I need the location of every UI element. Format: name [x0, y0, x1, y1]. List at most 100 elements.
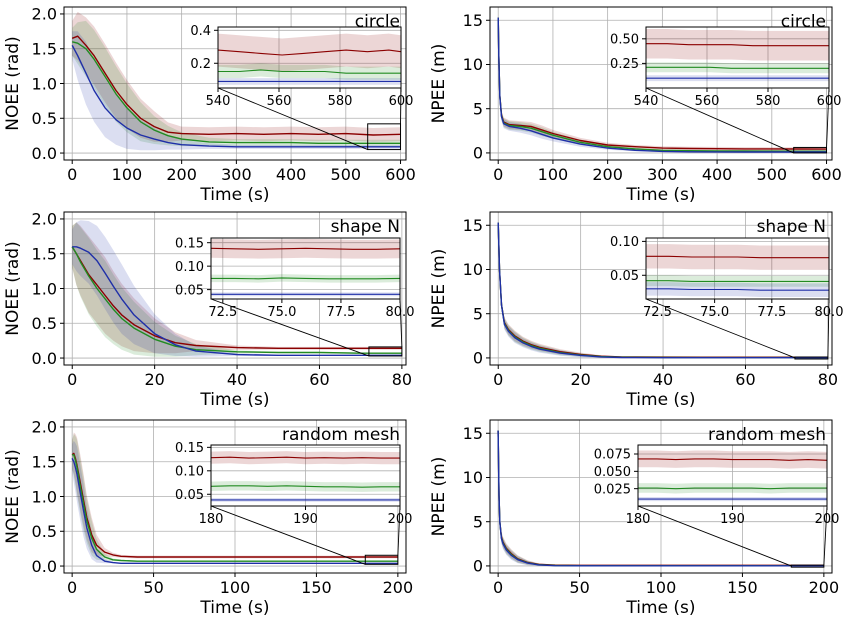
- panel-4-xtick-label: 150: [301, 578, 332, 597]
- panel-1-xtick-label: 0: [493, 165, 503, 184]
- zoom-region: [368, 346, 403, 357]
- panel-2-ytick-label: 1.5: [32, 244, 57, 263]
- y-axis-label: NPEE (m): [429, 44, 449, 124]
- inset-2-ytick-label: 0.05: [175, 283, 204, 298]
- y-axis-label: NPEE (m): [429, 457, 449, 537]
- inset-2-frame: [210, 237, 401, 300]
- panel-1-xtick-label: 400: [702, 165, 733, 184]
- inset-connector: [827, 298, 830, 358]
- panel-2-xtick-label: 20: [144, 370, 164, 389]
- panel-3-xtick-label: 0: [493, 370, 503, 389]
- inset-1-frame: [645, 26, 830, 89]
- inset-4-ytick-label: 0.10: [175, 464, 204, 479]
- inset-connector: [210, 505, 366, 565]
- panel-2-ytick-label: 0.5: [32, 314, 57, 333]
- panel-2-band-0: [72, 222, 402, 354]
- panel-label: random mesh: [282, 425, 400, 445]
- panel-4-ytick-label: 1.0: [32, 487, 57, 506]
- panel-3-xtick-label: 60: [735, 370, 755, 389]
- zoom-region: [364, 554, 399, 565]
- inset-0-xtick-label: 560: [267, 94, 292, 109]
- panel-3-ytick-label: 10: [463, 260, 483, 279]
- panel-5-ytick-label: 0: [473, 557, 483, 576]
- inset-connector: [397, 505, 401, 556]
- inset-0-line-0: [218, 49, 401, 56]
- panel-2-xtick-label: 80: [392, 370, 412, 389]
- panel-4-ytick-label: 1.5: [32, 452, 57, 471]
- panel-0-xtick-label: 100: [112, 165, 143, 184]
- inset-0-frame: [217, 26, 402, 89]
- panel-3-line-2: [497, 222, 828, 359]
- inset-1-ytick-label: 0.50: [610, 32, 639, 47]
- inset-4-line-0: [211, 456, 400, 459]
- y-axis-label: NOEE (rad): [3, 449, 23, 543]
- panel-0-ytick-label: 2.0: [32, 5, 57, 24]
- inset-2-ytick-label: 0.10: [175, 260, 204, 275]
- panel-4-ytick-label: 0.5: [32, 522, 57, 541]
- inset-connector: [210, 298, 370, 357]
- inset-2-grid: [211, 238, 401, 299]
- inset-4-xtick-label: 190: [293, 512, 318, 527]
- panel-5-ytick-label: 15: [463, 424, 483, 443]
- inset-5-ytick-label: 0.025: [594, 482, 631, 497]
- panel-3-ytick-label: 5: [473, 304, 483, 323]
- inset-connector: [645, 298, 796, 359]
- inset-4-ytick-label: 0.15: [175, 441, 204, 456]
- inset-1-line-0: [646, 43, 829, 47]
- inset-5-xtick-label: 180: [626, 512, 651, 527]
- panel-1: 0 100 200 300 400 500 600 0 5 10 15 Time (s) NPEE (m…: [429, 6, 842, 205]
- inset-2-xtick-label: 72.5: [208, 305, 237, 320]
- panel-5: 0 50 100 150 200 0 5 10 15 Time (s) NPEE (m) 180 190…: [429, 419, 839, 618]
- panel-5-xtick-label: 50: [569, 578, 589, 597]
- panel-0-xtick-label: 500: [331, 165, 362, 184]
- panel-5-xtick-label: 100: [646, 578, 677, 597]
- panel-1-xtick-label: 300: [647, 165, 678, 184]
- panel-label: circle: [781, 12, 826, 32]
- panel-4-line-2: [71, 457, 398, 564]
- inset-2-xtick-label: 77.5: [326, 305, 355, 320]
- inset-connector: [645, 87, 794, 154]
- panel-1-ytick-label: 15: [463, 11, 483, 30]
- inset-0-ytick-label: 0.4: [190, 24, 211, 39]
- panel-label: circle: [355, 12, 400, 32]
- zoom-region: [790, 564, 825, 568]
- inset-3-xtick-label: 75.0: [700, 305, 729, 320]
- inset-5-line-0: [638, 458, 827, 461]
- y-axis-label: NPEE (m): [429, 249, 449, 329]
- inset-3-xtick-label: 77.5: [757, 305, 786, 320]
- panel-3-xtick-label: 20: [570, 370, 590, 389]
- panel-0-line-0: [71, 35, 401, 136]
- panel-0-xtick-label: 400: [276, 165, 307, 184]
- y-axis-label: NOEE (rad): [3, 36, 23, 130]
- panel-3-band-0: [498, 222, 828, 358]
- x-axis-label: Time (s): [625, 598, 695, 618]
- panel-0-xtick-label: 600: [385, 165, 416, 184]
- inset-5-xtick-label: 190: [720, 512, 745, 527]
- panel-2: 0 20 40 60 80 0.0 0.5 1.0 1.5 2.0 Time (s) NOEE (ra…: [3, 210, 414, 410]
- panel-2-ytick-label: 2.0: [32, 210, 57, 229]
- panel-3: 0 20 40 60 80 0 5 10 15 Time (s) NPEE (m) 72.5 75.0 7…: [429, 211, 843, 410]
- panel-4-xtick-label: 50: [143, 578, 163, 597]
- panel-4-xtick-label: 100: [220, 578, 251, 597]
- panel-0: 0 100 200 300 400 500 600 0.0 0.5 1.0 1.5 2.0 Time (…: [3, 5, 416, 205]
- inset-3-xtick-label: 72.5: [643, 305, 672, 320]
- zoom-region: [793, 146, 828, 154]
- inset-2-xtick-label: 75.0: [267, 305, 296, 320]
- inset-connector: [823, 505, 828, 566]
- x-axis-label: Time (s): [199, 185, 269, 205]
- panel-0-ytick-label: 0.0: [32, 144, 57, 163]
- inset-4-xtick-label: 180: [199, 512, 224, 527]
- panel-0-line-2: [71, 44, 401, 148]
- inset-3-line-1: [646, 280, 829, 282]
- inset-1-xtick-label: 600: [817, 94, 842, 109]
- inset-2-ytick-label: 0.15: [175, 236, 204, 251]
- inset-4-xtick-label: 200: [388, 512, 413, 527]
- panel-4-ytick-label: 0.0: [32, 557, 57, 576]
- panel-0-ytick-label: 1.5: [32, 39, 57, 58]
- panel-3-ytick-label: 0: [473, 349, 483, 368]
- panel-1-ytick-label: 0: [473, 144, 483, 163]
- inset-0-xtick-label: 580: [328, 94, 353, 109]
- panel-1-xtick-label: 100: [538, 165, 569, 184]
- panel-1-xtick-label: 600: [811, 165, 842, 184]
